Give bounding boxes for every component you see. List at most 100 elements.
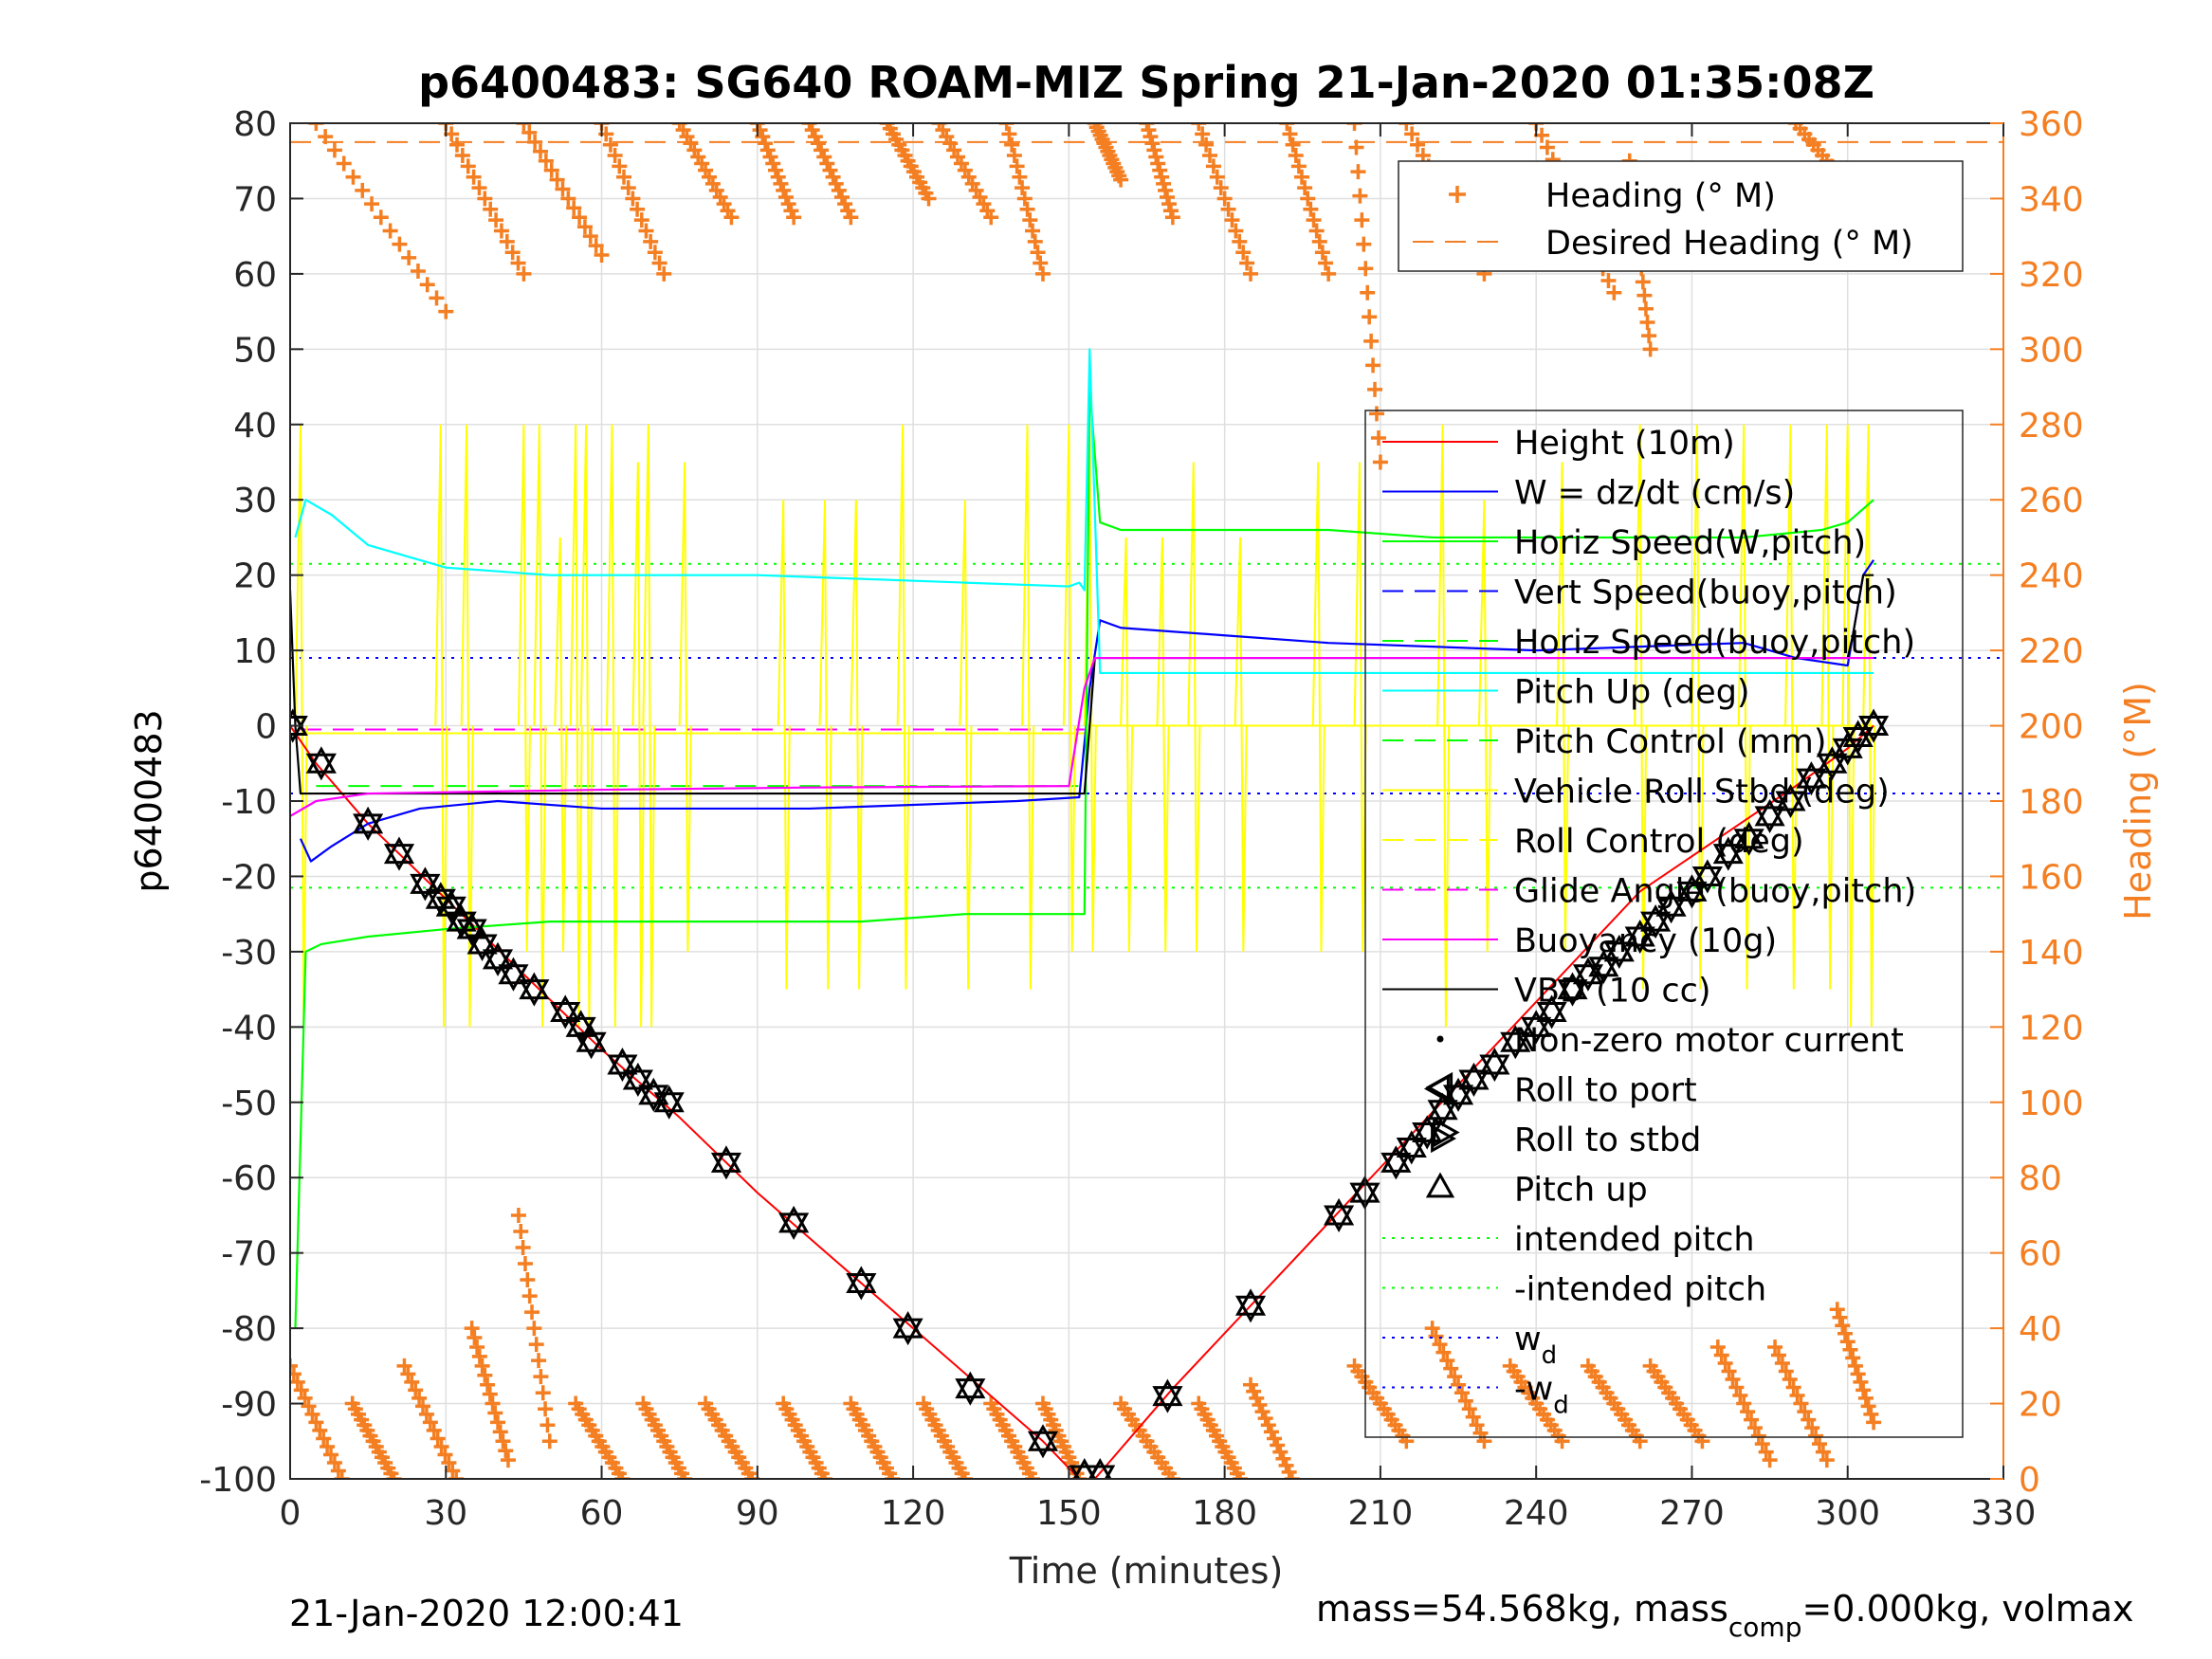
heading-mark-14-12 bbox=[1369, 406, 1384, 422]
heading-mark-13-10 bbox=[1308, 223, 1325, 239]
pitch-down-marker-2 bbox=[353, 813, 384, 841]
pitch-up-marker-51 bbox=[1712, 836, 1744, 865]
pitch-up-marker-48 bbox=[1655, 889, 1687, 917]
pitch-down-marker-59 bbox=[1858, 716, 1890, 743]
heading-mark-36-13 bbox=[1472, 1425, 1489, 1441]
heading-mark-23-7 bbox=[526, 1321, 542, 1337]
y-tick-label-6: -40 bbox=[221, 1009, 277, 1048]
heading-mark-0-8 bbox=[382, 223, 398, 239]
roll-spike-27 bbox=[1477, 500, 1491, 952]
y-tick-label-12: 20 bbox=[233, 557, 277, 596]
heading-mark-11-12 bbox=[1161, 196, 1177, 212]
heading-mark-13-0 bbox=[1279, 123, 1295, 131]
heading-mark-19-14 bbox=[334, 1471, 350, 1479]
heading-mark-21-3 bbox=[408, 1382, 424, 1398]
heading-mark-9-4 bbox=[1009, 158, 1025, 174]
heading-mark-23-5 bbox=[521, 1288, 538, 1304]
heading-mark-8-0 bbox=[931, 123, 947, 131]
heading-mark-6-8 bbox=[825, 169, 841, 185]
heading-mark-2-8 bbox=[560, 191, 576, 207]
pitch-up-marker-42 bbox=[1557, 972, 1588, 1000]
pitch-up-marker-4 bbox=[410, 866, 441, 894]
x-tick-label-8: 240 bbox=[1504, 1494, 1569, 1533]
heading-mark-6-1 bbox=[804, 123, 820, 138]
pitch-up-marker-17 bbox=[622, 1062, 653, 1090]
heading-mark-34-13 bbox=[1281, 1464, 1297, 1479]
heading-mark-19-4 bbox=[297, 1390, 313, 1406]
heading-mark-11-3 bbox=[1144, 136, 1161, 152]
y-tick-label-11: 10 bbox=[233, 632, 277, 671]
roll-spike-16 bbox=[959, 500, 973, 990]
y-axis-left: -100-90-80-70-60-50-40-30-20-10010203040… bbox=[199, 105, 303, 1500]
heading-mark-22-1 bbox=[466, 1330, 483, 1346]
heading-mark-6-0 bbox=[801, 123, 817, 131]
heading-mark-2-12 bbox=[582, 228, 598, 245]
heading-mark-37-14 bbox=[1554, 1433, 1570, 1449]
heading-mark-2-11 bbox=[576, 219, 593, 235]
pitch-up-marker-33 bbox=[1396, 1130, 1427, 1158]
heading-mark-21-7 bbox=[422, 1414, 438, 1431]
y-tick-label-7: -30 bbox=[221, 934, 277, 973]
heading-mark-16-2 bbox=[1539, 139, 1555, 155]
heading-mark-6-6 bbox=[819, 155, 835, 172]
heading-mark-19-11 bbox=[323, 1447, 339, 1463]
pitch-down-marker-45 bbox=[1603, 941, 1635, 969]
pitch-down-marker-0 bbox=[290, 716, 308, 743]
pitch-up-marker-27 bbox=[1088, 1457, 1112, 1479]
heading-mark-13-9 bbox=[1306, 212, 1322, 228]
heading-mark-1-3 bbox=[454, 148, 470, 164]
heading-mark-12-11 bbox=[1232, 233, 1248, 249]
pitch-down-marker-43 bbox=[1572, 964, 1604, 992]
heading-mark-41-13 bbox=[1815, 1444, 1831, 1460]
heading-mark-11-6 bbox=[1150, 155, 1166, 172]
pitch-down-marker-28 bbox=[1152, 1386, 1183, 1413]
heading-mark-0-11 bbox=[410, 264, 426, 280]
pitch-up-marker-54 bbox=[1775, 783, 1806, 811]
heading-mark-5-13 bbox=[783, 203, 799, 219]
heading-mark-6-13 bbox=[840, 203, 856, 219]
pitch-up-marker-25 bbox=[1027, 1424, 1059, 1451]
heading-mark-42-10 bbox=[1856, 1382, 1872, 1398]
heading-legend-label-1: Desired Heading (° M) bbox=[1545, 225, 1913, 263]
series-line-4 bbox=[290, 574, 1874, 795]
heading-mark-2-9 bbox=[566, 200, 582, 216]
pitch-up-marker-9 bbox=[466, 926, 498, 955]
heading-legend-swatch-0 bbox=[1449, 186, 1466, 203]
pitch-up-marker-40 bbox=[1521, 1010, 1552, 1037]
heading-mark-23-10 bbox=[533, 1369, 549, 1385]
heading-mark-12-10 bbox=[1228, 223, 1244, 239]
heading-mark-11-5 bbox=[1148, 149, 1164, 165]
heading-mark-41-4 bbox=[1782, 1372, 1798, 1388]
main-legend: Height (10m) W = dz/dt (cm/s) Horiz Speed(… bbox=[1364, 410, 1964, 1438]
heading-mark-13-5 bbox=[1293, 169, 1309, 185]
heading-mark-34-6 bbox=[1260, 1417, 1276, 1433]
roll-spike-32 bbox=[1784, 424, 1799, 990]
main-legend-label-10: Buoyancy (10g) bbox=[1514, 922, 1777, 960]
roll-spike-18 bbox=[1062, 424, 1076, 952]
heading-mark-15-2 bbox=[1410, 137, 1426, 153]
heading-mark-0-0 bbox=[308, 123, 324, 131]
heading-mark-11-10 bbox=[1158, 182, 1174, 198]
heading-mark-21-9 bbox=[430, 1431, 446, 1447]
main-legend-label-16: intended pitch bbox=[1514, 1221, 1755, 1259]
heading-mark-40-1 bbox=[1713, 1347, 1729, 1363]
heading-mark-1-8 bbox=[483, 201, 499, 217]
heading-mark-0-10 bbox=[401, 249, 417, 265]
heading-mark-17-9 bbox=[1635, 274, 1651, 290]
heading-mark-14-2 bbox=[1350, 164, 1366, 180]
heading-mark-9-0 bbox=[998, 123, 1015, 131]
heading-mark-40-2 bbox=[1717, 1356, 1733, 1371]
pitch-up-marker-20 bbox=[710, 1145, 742, 1173]
heading-mark-5-9 bbox=[773, 175, 789, 191]
heading-mark-41-2 bbox=[1774, 1356, 1790, 1371]
heading-mark-36-8 bbox=[1453, 1385, 1470, 1401]
heading-mark-9-6 bbox=[1015, 180, 1031, 196]
pitch-up-marker-22 bbox=[846, 1266, 877, 1293]
heading-mark-42-12 bbox=[1860, 1398, 1876, 1414]
heading-mark-12-4 bbox=[1205, 158, 1221, 174]
heading-mark-21-5 bbox=[415, 1398, 431, 1414]
heading-mark-9-1 bbox=[1001, 126, 1017, 142]
heading-mark-41-0 bbox=[1767, 1339, 1783, 1355]
heading-mark-36-3 bbox=[1435, 1344, 1452, 1360]
heading-mark-22-10 bbox=[490, 1414, 506, 1431]
